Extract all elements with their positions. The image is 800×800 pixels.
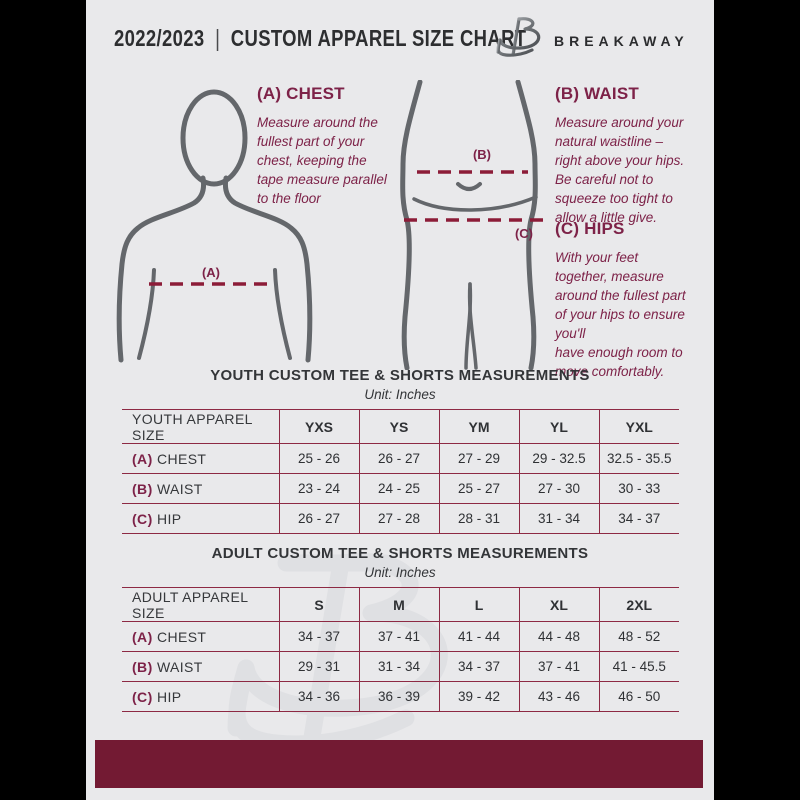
measurement-cell: 34 - 36 (278, 681, 359, 712)
row-label: (C) HIP (122, 681, 279, 712)
youth-size-column-label: YOUTH APPAREL SIZE (122, 409, 279, 444)
row-name: HIP (156, 510, 182, 527)
torso-silhouette: (A) (116, 89, 313, 363)
measurement-cell: 41 - 44 (438, 621, 519, 652)
hips-silhouette: (B) (C) (400, 80, 544, 370)
measurement-cell: 34 - 37 (278, 621, 359, 652)
footer-accent-bar (95, 740, 703, 788)
measurement-cell: 27 - 29 (438, 443, 519, 474)
row-marker: (C) (132, 510, 153, 527)
measurement-cell: 25 - 26 (278, 443, 359, 474)
measurement-cell: 32.5 - 35.5 (598, 443, 679, 474)
measurement-cell: 24 - 25 (358, 473, 439, 504)
youth-unit-label: Unit: Inches (364, 387, 436, 402)
row-name: CHEST (156, 628, 207, 645)
table-row: (C) HIP 34 - 36 36 - 39 39 - 42 43 - 46 … (122, 681, 679, 712)
size-chart-page: 2022/2023 | CUSTOM APPAREL SIZE CHART BREA… (86, 0, 714, 800)
size-header: YM (438, 409, 519, 444)
measurement-cell: 29 - 32.5 (518, 443, 599, 474)
row-label: (B) WAIST (122, 473, 279, 504)
measurement-cell: 41 - 45.5 (598, 651, 679, 682)
table-row: (A) CHEST 25 - 26 26 - 27 27 - 29 29 - 3… (122, 443, 679, 474)
size-header: L (438, 587, 519, 622)
waist-instructions: Measure around your natural waistline – … (555, 115, 685, 225)
measurement-cell: 23 - 24 (278, 473, 359, 504)
adult-section-title: ADULT CUSTOM TEE & SHORTS MEASUREMENTS (211, 545, 589, 562)
row-marker: (A) (132, 628, 153, 645)
size-header: YXS (278, 409, 359, 444)
hips-guide: (C) HIPS With your feet together, measur… (555, 219, 710, 381)
measurement-cell: 43 - 46 (518, 681, 599, 712)
measurement-cell: 30 - 33 (598, 473, 679, 504)
size-header: YXL (598, 409, 679, 444)
measurement-cell: 39 - 42 (438, 681, 519, 712)
size-header: YL (518, 409, 599, 444)
measurement-cell: 26 - 27 (278, 503, 359, 534)
measurement-cell: 34 - 37 (438, 651, 519, 682)
adult-size-table: ADULT APPAREL SIZE S M L XL 2XL (A) CHES… (122, 587, 679, 712)
size-header: S (278, 587, 359, 622)
waist-marker-label: (B) (473, 147, 491, 162)
row-label: (A) CHEST (122, 621, 279, 652)
row-name: WAIST (156, 480, 203, 497)
measurement-cell: 44 - 48 (518, 621, 599, 652)
adult-unit-label: Unit: Inches (364, 565, 436, 580)
measurement-cell: 36 - 39 (358, 681, 439, 712)
brand-name: BREAKAWAY (554, 33, 689, 49)
row-marker: (C) (132, 688, 153, 705)
adult-size-column-label: ADULT APPAREL SIZE (122, 587, 279, 622)
measurement-cell: 29 - 31 (278, 651, 359, 682)
table-header-row: ADULT APPAREL SIZE S M L XL 2XL (122, 587, 679, 622)
row-name: HIP (156, 688, 182, 705)
row-label: (C) HIP (122, 503, 279, 534)
waist-heading: (B) WAIST (555, 84, 639, 103)
measurement-cell: 34 - 37 (598, 503, 679, 534)
row-marker: (B) (132, 480, 153, 497)
size-header: XL (518, 587, 599, 622)
chest-instructions: Measure around the fullest part of your … (257, 115, 387, 206)
chest-marker-label: (A) (202, 265, 220, 280)
breakaway-b-logo-icon (496, 17, 541, 57)
size-header: M (358, 587, 439, 622)
waist-guide: (B) WAIST Measure around your natural wa… (555, 84, 710, 227)
size-header: 2XL (598, 587, 679, 622)
measurement-cell: 37 - 41 (358, 621, 439, 652)
hips-instructions: With your feet together, measure around … (555, 250, 686, 379)
table-header-row: YOUTH APPAREL SIZE YXS YS YM YL YXL (122, 409, 679, 444)
season-label: 2022/2023 (114, 26, 205, 52)
hips-marker-label: (C) (515, 226, 533, 241)
measurement-cell: 27 - 28 (358, 503, 439, 534)
row-marker: (A) (132, 450, 153, 467)
measurement-cell: 28 - 31 (438, 503, 519, 534)
row-name: CHEST (156, 450, 207, 467)
table-row: (B) WAIST 23 - 24 24 - 25 25 - 27 27 - 3… (122, 473, 679, 504)
measurement-cell: 27 - 30 (518, 473, 599, 504)
row-label: (A) CHEST (122, 443, 279, 474)
table-row: (A) CHEST 34 - 37 37 - 41 41 - 44 44 - 4… (122, 621, 679, 652)
table-row: (B) WAIST 29 - 31 31 - 34 34 - 37 37 - 4… (122, 651, 679, 682)
measurement-cell: 25 - 27 (438, 473, 519, 504)
chest-guide: (A) CHEST Measure around the fullest par… (257, 84, 407, 208)
row-marker: (B) (132, 658, 153, 675)
table-row: (C) HIP 26 - 27 27 - 28 28 - 31 31 - 34 … (122, 503, 679, 534)
row-name: WAIST (156, 658, 203, 675)
page-title: 2022/2023 | CUSTOM APPAREL SIZE CHART (114, 26, 526, 52)
chest-heading: (A) CHEST (257, 84, 345, 103)
youth-size-table: YOUTH APPAREL SIZE YXS YS YM YL YXL (A) … (122, 409, 679, 534)
hips-heading: (C) HIPS (555, 219, 625, 238)
row-label: (B) WAIST (122, 651, 279, 682)
chart-title: CUSTOM APPAREL SIZE CHART (230, 26, 527, 52)
measurement-cell: 26 - 27 (358, 443, 439, 474)
youth-section-title: YOUTH CUSTOM TEE & SHORTS MEASUREMENTS (210, 367, 590, 384)
size-header: YS (358, 409, 439, 444)
measurement-cell: 48 - 52 (598, 621, 679, 652)
measurement-cell: 31 - 34 (518, 503, 599, 534)
measurement-cell: 37 - 41 (518, 651, 599, 682)
measurement-cell: 31 - 34 (358, 651, 439, 682)
title-divider: | (215, 26, 221, 52)
measurement-cell: 46 - 50 (598, 681, 679, 712)
